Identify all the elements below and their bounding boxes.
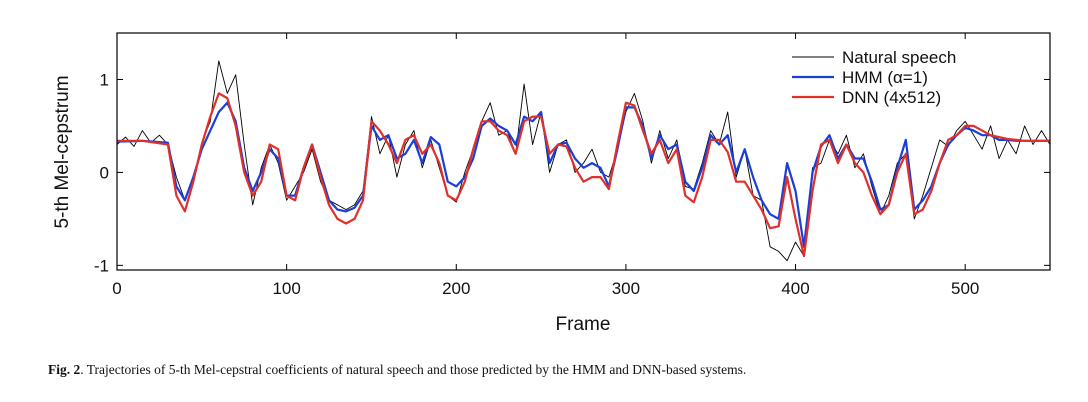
x-tick-label: 400 [781, 279, 809, 298]
legend-label-2: HMM (α=1) [842, 68, 928, 87]
x-tick-label: 200 [442, 279, 470, 298]
y-axis-label: 5-th Mel-cepstrum [52, 75, 73, 228]
x-axis-label: Frame [556, 314, 611, 335]
x-tick-label: 100 [272, 279, 300, 298]
legend-label-1: Natural speech [842, 48, 956, 67]
chart: 0 100 200 300 400 500 -101 Frame 5-th Mel-cep… [52, 32, 1051, 335]
legend-label-3: DNN (4x512) [842, 88, 941, 107]
y-tick-label: -1 [94, 256, 109, 275]
plot-lines [116, 60, 1051, 262]
caption-text: . Trajectories of 5-th Mel-cepstral coef… [80, 362, 747, 377]
y-tick-label: 0 [100, 163, 109, 182]
plot-frame [116, 32, 1051, 271]
figure-caption: Fig. 2. Trajectories of 5-th Mel-cepstra… [48, 362, 1078, 378]
caption-label: Fig. 2 [48, 362, 81, 377]
series-line-3 [117, 92, 1050, 258]
y-tick-label: 1 [100, 70, 109, 89]
x-tick-label: 0 [112, 279, 121, 298]
y-axis: -1 0 1 [94, 70, 1050, 275]
x-tick-label: 500 [951, 279, 979, 298]
x-axis: 0 100 200 300 400 500 [112, 33, 979, 298]
series-line-2 [116, 101, 1050, 248]
x-tick-label: 300 [612, 279, 640, 298]
